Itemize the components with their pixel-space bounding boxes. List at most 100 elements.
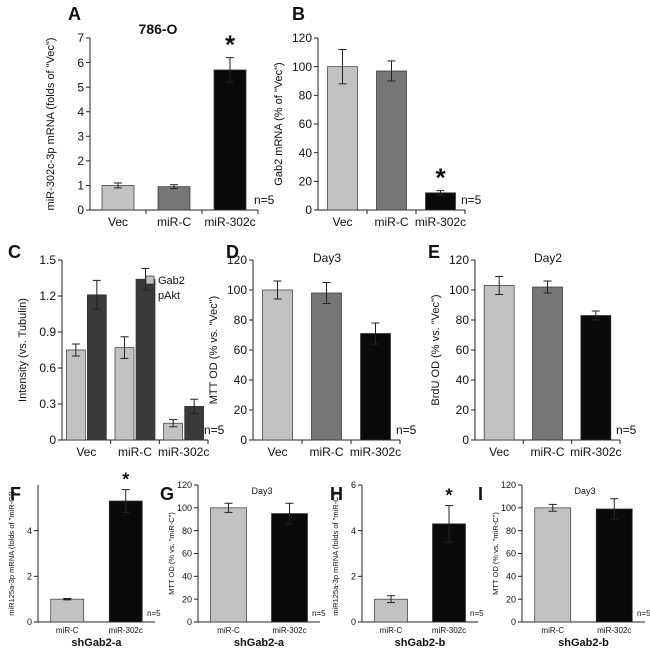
x-tick-label: miR-302c: [109, 626, 143, 635]
legend-swatch: [145, 290, 155, 300]
y-tick-label: 0: [305, 203, 312, 217]
bar: [108, 500, 143, 623]
x-tick-label: miR-302c: [570, 445, 621, 459]
y-tick-label: 100: [177, 503, 192, 513]
panel-g: G Day3 0 20 40 60 80 100 120 MTT OD (% vs. "miR-C…: [160, 480, 326, 649]
y-tick-label: 40: [182, 571, 192, 581]
significance-star: *: [445, 486, 452, 506]
x-axis-label: shGab2-b: [558, 637, 609, 649]
legend-label: Gab2: [158, 275, 185, 287]
y-tick-label: 40: [506, 571, 516, 581]
y-tick-label: 100: [227, 283, 247, 297]
panel-letter: C: [8, 242, 21, 262]
panel-title: Day3: [251, 486, 272, 496]
panel-letter: G: [160, 484, 174, 504]
y-tick-label: 100: [501, 503, 516, 513]
panel-title: Day3: [574, 486, 595, 496]
x-tick-label: miR-C: [380, 626, 403, 635]
y-tick-label: 1.2: [39, 289, 56, 303]
n-label: n=5: [254, 193, 275, 207]
legend-swatch: [145, 275, 155, 285]
y-tick-label: 40: [456, 373, 470, 387]
bar: [376, 70, 407, 211]
bar: [114, 347, 135, 441]
bar: [532, 286, 563, 441]
x-tick-label: miR-C: [541, 626, 564, 635]
bar: [580, 315, 612, 441]
x-tick-label: miR-302c: [350, 445, 401, 459]
y-tick-label: 120: [449, 253, 469, 267]
y-tick-label: 60: [234, 343, 248, 357]
y-tick-label: 20: [182, 594, 192, 604]
panel-d: D Day3 0 20 40 60 80 100 120 MTT OD (% vs. "Vec")…: [208, 242, 417, 459]
y-tick-label: 5: [77, 80, 84, 94]
y-tick-label: 100: [449, 283, 469, 297]
n-label: n=5: [616, 423, 637, 437]
y-tick-label: 20: [506, 594, 516, 604]
bar: [360, 333, 391, 441]
panel-letter: E: [428, 242, 440, 262]
significance-star: *: [225, 30, 236, 60]
bar: [483, 285, 515, 441]
x-axis-label: shGab2-b: [395, 637, 446, 649]
y-tick-label: 0: [49, 433, 56, 447]
y-tick-label: 0.6: [39, 361, 56, 375]
y-tick-label: 80: [506, 526, 516, 536]
panel-letter: F: [10, 484, 21, 504]
panel-title: Day3: [313, 251, 341, 265]
bar: [157, 186, 191, 211]
y-tick-label: 1: [77, 179, 84, 193]
panel-a: A 786-O 0 1 2 3 4 5 6 7 miR-302c-3p mRNA (folds of…: [45, 4, 275, 229]
panel-h: H 0 2 4 6 miR125a-3p mRNA (folds of "miR-C") *…: [330, 480, 484, 649]
y-tick-label: 0: [27, 617, 32, 627]
panel-i: I Day3 0 20 40 60 80 100 120 MTT OD (% vs. "miR-C…: [478, 480, 650, 649]
y-tick-label: 4: [27, 526, 32, 536]
y-tick-label: 120: [292, 31, 312, 45]
y-tick-label: 60: [456, 343, 470, 357]
y-axis-label: Intensity (vs. Tubulin): [17, 298, 29, 402]
bar: [595, 508, 633, 623]
y-tick-label: 0: [187, 617, 192, 627]
y-tick-label: 40: [299, 146, 313, 160]
n-label: n=5: [204, 423, 225, 437]
x-tick-label: miR-C: [531, 445, 565, 459]
y-axis-label: miR125a-3p mRNA (folds of "miR-C"): [7, 491, 16, 616]
bar: [65, 349, 86, 441]
y-tick-label: 4: [77, 105, 84, 119]
x-tick-label: Vec: [332, 215, 352, 229]
x-tick-label: miR-C: [217, 626, 240, 635]
x-axis-label: shGab2-a: [71, 637, 122, 649]
panel-c: C 0 0.3 0.6 0.9 1.2 1.5 Intensity (vs. Tubulin)…: [8, 242, 225, 459]
y-tick-label: 0.3: [39, 397, 56, 411]
panel-title: Day2: [534, 251, 562, 265]
panel-letter: D: [226, 242, 239, 262]
y-tick-label: 2: [27, 571, 32, 581]
y-tick-label: 7: [77, 31, 84, 45]
n-label: n=5: [147, 609, 161, 618]
y-tick-label: 100: [292, 60, 312, 74]
significance-star: *: [435, 163, 446, 193]
x-tick-label: Vec: [108, 215, 128, 229]
y-axis-label: MTT OD (% vs. "miR-C"): [167, 512, 176, 595]
bar: [101, 185, 135, 211]
y-tick-label: 120: [227, 253, 247, 267]
y-axis-label: Gab2 mRNA (% of "Vec"): [273, 62, 285, 185]
x-tick-label: miR-302c: [432, 626, 466, 635]
x-tick-label: Vec: [489, 445, 509, 459]
y-tick-label: 60: [506, 549, 516, 559]
y-tick-label: 80: [234, 313, 248, 327]
y-axis-label: BrdU OD (% vs. "Vec"): [430, 294, 442, 405]
y-tick-label: 60: [299, 117, 313, 131]
y-axis-label: MTT OD (% vs. "Vec"): [208, 296, 220, 404]
panel-e: E Day2 0 20 40 60 80 100 120 BrdU OD (% vs. "Vec"…: [428, 242, 637, 459]
x-tick-label: miR-302c: [597, 626, 631, 635]
bar: [210, 507, 247, 623]
panel-f: F 0 2 4 miR125a-3p mRNA (folds of "miR-C") * m…: [7, 470, 161, 649]
panel-title: 786-O: [139, 21, 178, 37]
x-tick-label: miR-302c: [158, 445, 209, 459]
bar: [327, 66, 358, 211]
n-label: n=5: [396, 423, 417, 437]
x-tick-label: miR-302c: [272, 626, 306, 635]
bar: [271, 513, 308, 623]
bar: [311, 292, 342, 441]
